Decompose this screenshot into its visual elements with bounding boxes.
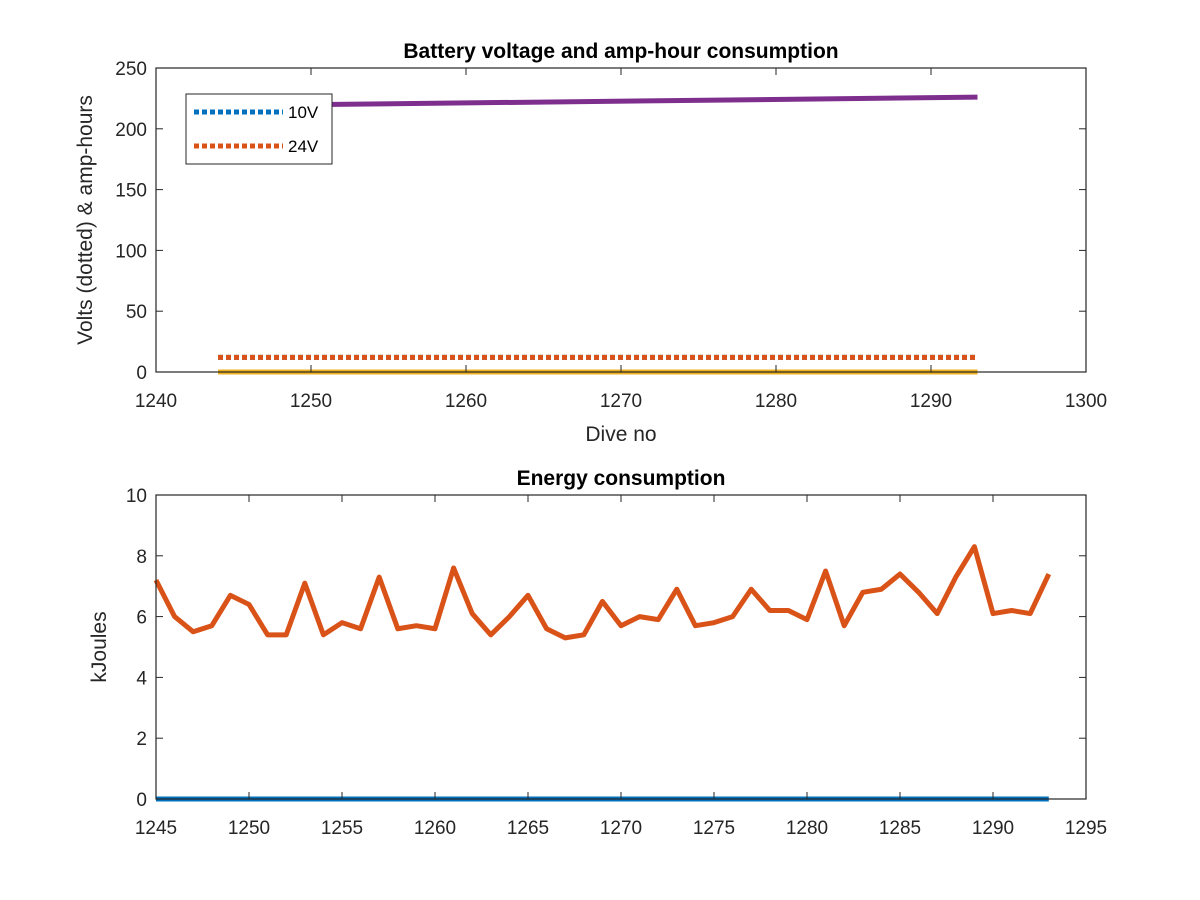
x-tick-label: 1295 [1065,818,1107,839]
series-line-3 [217,94,978,109]
x-tick-label: 1260 [414,818,456,839]
x-tick-label: 1275 [693,818,735,839]
y-tick-label: 8 [136,547,147,568]
x-tick-label: 1250 [228,818,270,839]
y-tick-label: 50 [126,302,147,323]
x-tick-label: 1270 [600,391,642,412]
y-tick-label: 250 [115,59,147,80]
x-tick-label: 1270 [600,818,642,839]
x-tick-label: 1290 [972,818,1014,839]
voltage-chart-title: Battery voltage and amp-hour consumption [403,40,838,63]
voltage-legend: 10V 24V [185,93,333,165]
y-tick-label: 150 [115,181,147,202]
y-tick-label: 10 [126,486,147,507]
y-tick-label: 2 [136,729,147,750]
x-tick-label: 1250 [290,391,332,412]
energy-plot-area [156,495,1086,799]
x-tick-label: 1240 [135,391,177,412]
x-tick-label: 1285 [879,818,921,839]
x-tick-label: 1280 [786,818,828,839]
voltage-y-axis-label: Volts (dotted) & amp-hours [74,95,97,345]
energy-ticks: 1245 1250 1255 1260 1265 1270 1275 1280 1285 1290… [126,486,1107,839]
voltage-panel: 1240 1250 1260 1270 1280 1290 1300 0 50 100 150 200… [74,40,1107,446]
y-tick-label: 4 [136,668,147,689]
y-tick-label: 100 [115,241,147,262]
x-tick-label: 1245 [135,818,177,839]
x-tick-label: 1290 [910,391,952,412]
legend-24v-label: 24V [288,137,319,156]
legend-10v-label: 10V [288,103,319,122]
y-tick-label: 0 [136,790,147,811]
x-tick-label: 1260 [445,391,487,412]
energy-panel: 1245 1250 1255 1260 1265 1270 1275 1280 1285 1290… [88,467,1107,839]
y-tick-label: 6 [136,608,147,629]
y-tick-label: 0 [136,363,147,384]
legend-box [185,93,333,165]
energy-y-axis-label: kJoules [88,611,111,682]
series-line-1 [153,544,1052,641]
energy-chart-title: Energy consumption [517,467,726,490]
voltage-x-axis-label: Dive no [585,423,656,446]
y-tick-label: 200 [115,120,147,141]
x-tick-label: 1255 [321,818,363,839]
x-tick-label: 1265 [507,818,549,839]
voltage-ticks: 1240 1250 1260 1270 1280 1290 1300 0 50 100 150 200… [115,59,1107,412]
x-tick-label: 1280 [755,391,797,412]
x-tick-label: 1300 [1065,391,1107,412]
